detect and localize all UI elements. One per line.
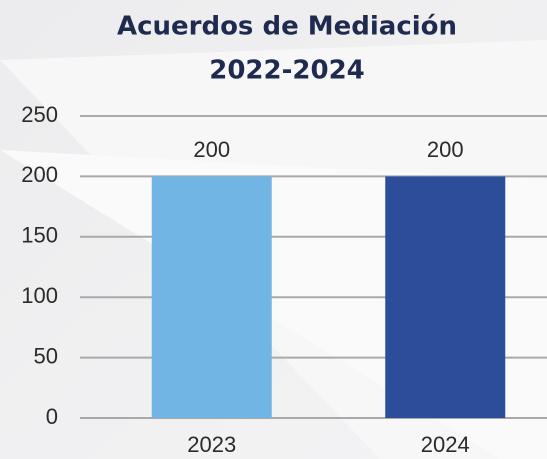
y-tick-label: 150 xyxy=(21,223,58,248)
y-tick-label: 50 xyxy=(34,343,58,368)
y-tick-label: 200 xyxy=(21,162,58,187)
value-label: 200 xyxy=(193,137,230,162)
value-label: 200 xyxy=(427,137,464,162)
bar xyxy=(385,176,506,418)
chart-title: 2022-2024 xyxy=(209,56,365,86)
chart-title: Acuerdos de Mediación xyxy=(117,12,457,42)
x-tick-label: 2023 xyxy=(187,432,236,457)
bar xyxy=(151,176,272,418)
x-tick-label: 2024 xyxy=(421,432,470,457)
y-tick-label: 100 xyxy=(21,283,58,308)
y-tick-label: 0 xyxy=(46,404,58,429)
y-tick-label: 250 xyxy=(21,102,58,127)
